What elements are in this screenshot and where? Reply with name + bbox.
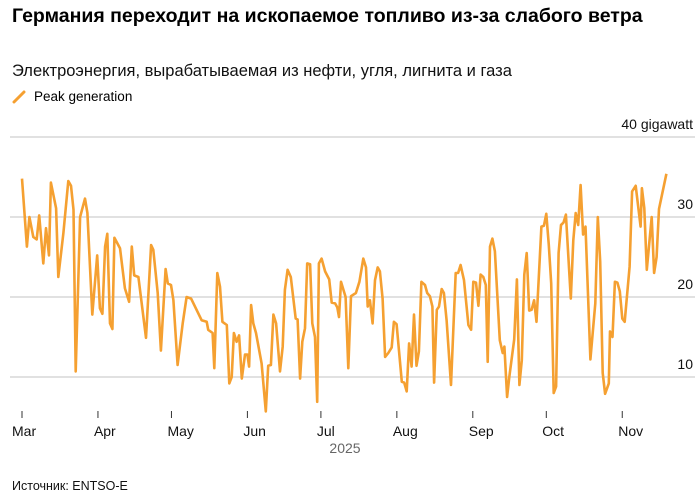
chart-subtitle: Электроэнергия, вырабатываемая из нефти,… xyxy=(12,62,512,80)
source-note: Источник: ENTSO-E xyxy=(12,479,128,493)
x-tick-label: Mar xyxy=(12,423,36,439)
x-tick-label: Sep xyxy=(469,423,494,439)
legend-line-icon xyxy=(12,90,26,103)
series-line-peak-generation xyxy=(20,173,668,413)
x-tick-label: May xyxy=(167,423,193,439)
x-tick-label: Aug xyxy=(393,423,418,439)
y-tick-label: 30 xyxy=(677,196,693,212)
y-tick-label: 20 xyxy=(677,276,693,292)
chart-title: Германия переходит на ископаемое топливо… xyxy=(12,5,643,27)
x-tick-label: Nov xyxy=(618,423,643,439)
legend-label: Peak generation xyxy=(34,89,133,104)
y-tick-label: 10 xyxy=(677,356,693,372)
x-tick-label: Apr xyxy=(94,423,116,439)
x-axis-label: 2025 xyxy=(329,440,360,456)
x-tick-label: Oct xyxy=(542,423,564,439)
x-tick-label: Jul xyxy=(317,423,335,439)
x-tick-label: Jun xyxy=(243,423,266,439)
y-tick-label: 40 gigawatt xyxy=(621,116,693,132)
legend: Peak generation xyxy=(12,89,132,104)
